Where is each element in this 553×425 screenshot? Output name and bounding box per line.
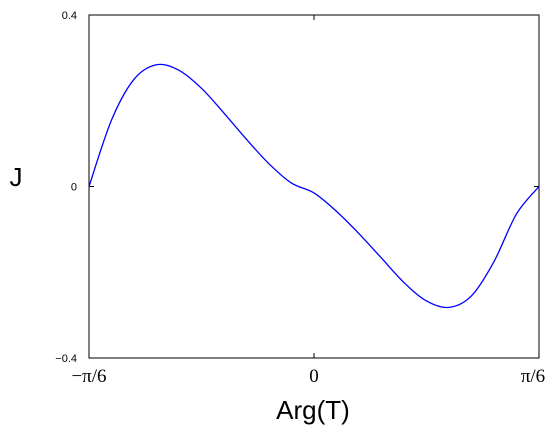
series-group — [88, 63, 540, 309]
x-axis-label: Arg(T) — [276, 395, 350, 425]
x-tick-label: −π/6 — [71, 366, 106, 387]
x-tick-label: π/6 — [521, 366, 545, 387]
tick-marks — [88, 14, 540, 359]
series-line — [88, 63, 540, 309]
y-tick-label: 0 — [71, 182, 77, 194]
y-tick-label: 0.4 — [62, 10, 77, 22]
y-tick-label: −0.4 — [55, 353, 77, 365]
plot-frame — [88, 14, 540, 359]
tick-labels: −π/6 0 π/6 0.4 0 −0.4 — [55, 10, 545, 387]
y-axis-label: J — [10, 162, 23, 192]
x-tick-label: 0 — [309, 366, 319, 387]
